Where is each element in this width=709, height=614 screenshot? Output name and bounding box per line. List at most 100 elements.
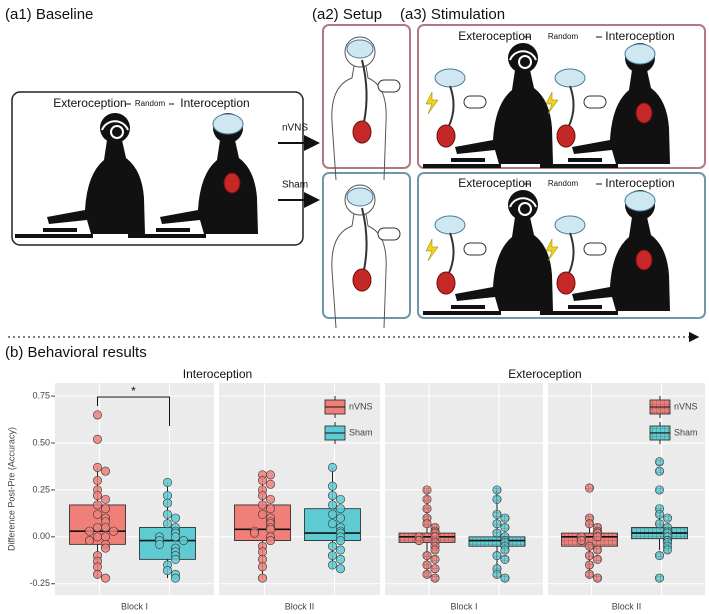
data-point (93, 509, 103, 519)
data-point (179, 536, 189, 546)
data-point (327, 551, 337, 561)
heart-icon (556, 124, 576, 148)
data-point (257, 476, 267, 486)
data-point (250, 528, 260, 538)
headphones (101, 120, 129, 131)
device (377, 227, 401, 241)
brain (624, 190, 656, 212)
point-hatch (430, 573, 440, 583)
point-hatch (593, 532, 602, 542)
keyboard (43, 228, 77, 232)
x-tick-label: Block II (612, 601, 642, 611)
random-label: Random (135, 99, 166, 108)
data-point (335, 564, 345, 574)
point-hatch (430, 555, 440, 564)
panel-background (385, 383, 543, 595)
panel-background (548, 383, 705, 595)
heart (635, 102, 653, 124)
data-point (101, 532, 111, 542)
brain-icon (554, 215, 586, 235)
data-point (101, 494, 111, 504)
data-point (327, 560, 337, 570)
point-hatch (655, 457, 664, 466)
data-point (265, 504, 275, 514)
bolt (425, 91, 439, 115)
data-point (335, 536, 345, 546)
point-hatch (414, 536, 424, 545)
data-point (265, 470, 275, 480)
box (139, 527, 196, 560)
data-point (171, 573, 181, 583)
data-point (171, 532, 181, 542)
point-hatch (655, 551, 664, 560)
device (377, 79, 401, 93)
desk (540, 164, 618, 168)
panel-label: (b) Behavioral results (5, 344, 147, 361)
data-point (327, 481, 337, 491)
point-hatch (500, 573, 510, 583)
point-hatch (663, 513, 672, 523)
data-point (257, 509, 267, 519)
headphones (509, 50, 537, 61)
data-point (93, 522, 103, 532)
legend-label: nVNS (674, 401, 698, 411)
ear-cup (518, 55, 532, 69)
heart (352, 268, 372, 292)
keyboard (156, 228, 190, 232)
condition-label: Exteroception (458, 29, 531, 43)
silhouette (423, 43, 553, 168)
data-point (327, 500, 337, 510)
body (572, 217, 670, 311)
desk (128, 234, 206, 238)
point-hatch (430, 564, 440, 573)
keyboard (568, 305, 602, 309)
data-point (327, 509, 337, 519)
point-hatch (492, 510, 502, 519)
data-point (171, 513, 181, 523)
point-hatch (593, 545, 602, 555)
data-point (257, 573, 267, 583)
heart (352, 120, 372, 144)
brain (346, 187, 374, 207)
point-hatch (655, 510, 664, 519)
data-point (265, 524, 275, 534)
brain (212, 113, 244, 135)
data-point (93, 500, 103, 510)
data-point (85, 536, 95, 546)
data-point (163, 566, 173, 576)
data-point (101, 543, 111, 553)
body (455, 70, 553, 164)
condition-label: Interoception (180, 96, 249, 110)
panel-background (55, 383, 214, 595)
brain-icon (434, 215, 466, 235)
silhouette (423, 190, 553, 315)
data-point (93, 562, 103, 572)
data-point (335, 494, 345, 504)
data-point (93, 491, 103, 501)
body-outline (331, 65, 387, 181)
heart-icon (436, 124, 456, 148)
desk (540, 311, 618, 315)
condition-label: Interoception (605, 29, 674, 43)
point-hatch (577, 536, 586, 545)
point-hatch (500, 555, 510, 564)
point-hatch (585, 483, 594, 493)
heart-icon (436, 271, 456, 295)
data-point (101, 466, 111, 476)
device (583, 95, 607, 109)
data-point (155, 539, 165, 549)
device (463, 242, 487, 256)
keyboard (451, 305, 485, 309)
box-hatch (469, 536, 525, 547)
nerve (447, 232, 455, 276)
point-hatch (593, 573, 602, 583)
point-hatch (585, 560, 594, 570)
heart (635, 249, 653, 271)
random-arrows (126, 36, 602, 185)
point-hatch (422, 504, 432, 513)
point-hatch (655, 573, 664, 583)
point-hatch (422, 519, 432, 528)
data-point (257, 562, 267, 572)
silhouette (15, 113, 145, 238)
